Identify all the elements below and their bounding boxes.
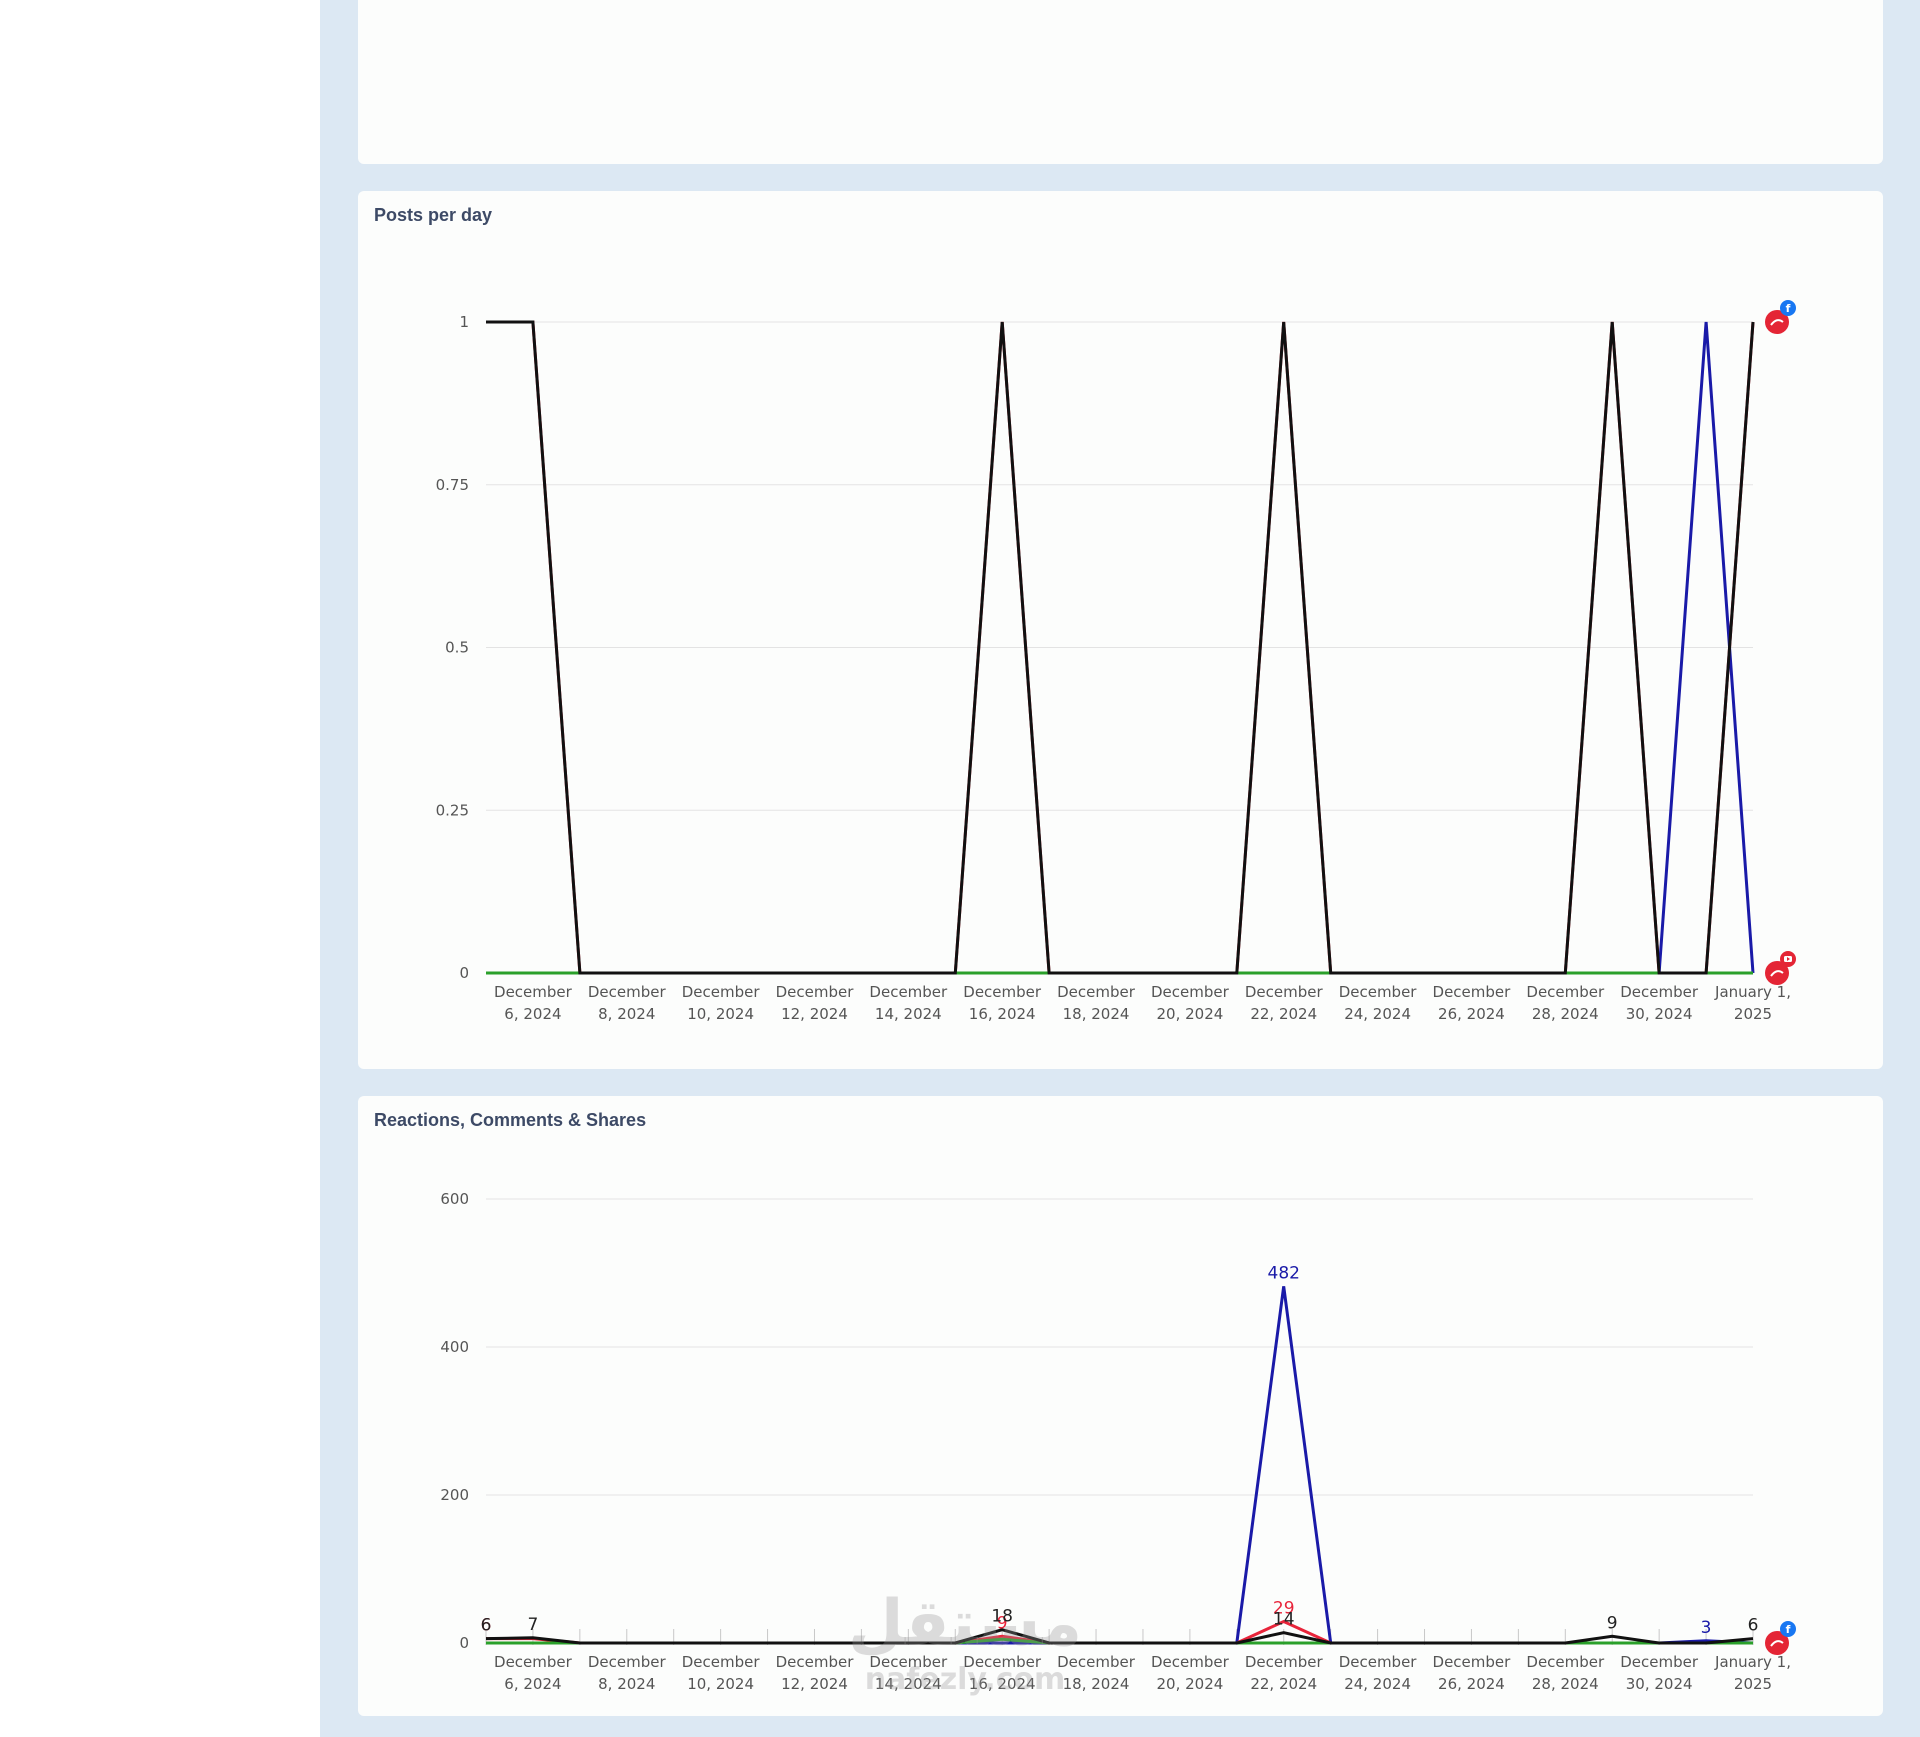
- y-tick-label: 600: [440, 1190, 469, 1208]
- x-tick-label: December 14, 2024: [869, 983, 948, 1023]
- x-tick-label: December 12, 2024: [776, 1653, 855, 1693]
- x-tick-label: December 8, 2024: [588, 1653, 667, 1693]
- data-label: 6: [481, 1616, 492, 1636]
- x-tick-label: December 20, 2024: [1151, 1653, 1230, 1693]
- series-line-1: [486, 1619, 1753, 1645]
- x-tick-label: January 1, 2025: [1714, 1653, 1791, 1693]
- y-tick-label: 0.5: [445, 639, 469, 657]
- posts-per-day-card: Posts per day 0 0.25 0.5 0.75 1 December 6, 20…: [358, 191, 1883, 1069]
- data-label: 482: [1268, 1263, 1300, 1283]
- x-tick-label: December 22, 2024: [1245, 1653, 1324, 1693]
- brand-logo-icon: [1765, 310, 1789, 334]
- sidebar-area: [0, 0, 320, 1737]
- x-tick-label: December 30, 2024: [1620, 983, 1699, 1023]
- x-tick-label: December 18, 2024: [1057, 1653, 1136, 1693]
- data-label: 14: [1273, 1610, 1295, 1630]
- data-label: 18: [991, 1607, 1013, 1627]
- x-tick-label: December 16, 2024: [963, 1653, 1042, 1693]
- data-label: 29: [1273, 1599, 1295, 1619]
- y-tick-label: 1: [459, 313, 469, 331]
- x-tick-label: December 14, 2024: [869, 1653, 948, 1693]
- x-tick-label: December 18, 2024: [1057, 983, 1136, 1023]
- x-tick-label: December 8, 2024: [588, 983, 667, 1023]
- y-tick-label: 0.25: [436, 801, 469, 819]
- x-tick-label: December 30, 2024: [1620, 1653, 1699, 1693]
- y-tick-label: 400: [440, 1338, 469, 1356]
- x-tick-label: December 22, 2024: [1245, 983, 1324, 1023]
- y-tick-label: 0: [459, 1634, 469, 1652]
- x-tick-label: December 12, 2024: [776, 983, 855, 1023]
- data-label: 6: [1748, 1616, 1759, 1636]
- reactions-card: Reactions, Comments & Shares 0 200 400 600 6…: [358, 1096, 1883, 1716]
- youtube-icon: [1780, 951, 1796, 967]
- svg-text:f: f: [1786, 302, 1791, 315]
- x-tick-label: December 26, 2024: [1433, 1653, 1512, 1693]
- x-tick-label: December 6, 2024: [494, 1653, 573, 1693]
- x-tick-label: December 28, 2024: [1526, 983, 1605, 1023]
- previous-chart-card: [358, 0, 1883, 164]
- series-line-3: [486, 320, 1755, 975]
- x-tick-label: December 16, 2024: [963, 983, 1042, 1023]
- y-tick-label: 200: [440, 1486, 469, 1504]
- x-tick-label: December 24, 2024: [1339, 1653, 1418, 1693]
- data-label: 3: [1701, 1618, 1712, 1638]
- data-label: 9: [1607, 1613, 1618, 1633]
- x-tick-label: December 24, 2024: [1339, 983, 1418, 1023]
- data-label: 9: [997, 1613, 1008, 1633]
- facebook-icon: f: [1780, 1621, 1796, 1637]
- x-tick-label: December 26, 2024: [1433, 983, 1512, 1023]
- x-tick-label: January 1, 2025: [1714, 983, 1791, 1023]
- svg-text:f: f: [1786, 1623, 1791, 1636]
- x-tick-label: December 20, 2024: [1151, 983, 1230, 1023]
- data-label: 7: [528, 1615, 539, 1635]
- posts-per-day-chart: 0 0.25 0.5 0.75 1 December 6, 2024 December 8, 2…: [436, 300, 1796, 1023]
- x-tick-label: December 28, 2024: [1526, 1653, 1605, 1693]
- brand-logo-icon: [1765, 961, 1789, 985]
- facebook-icon: f: [1780, 300, 1796, 316]
- y-tick-label: 0: [459, 964, 469, 982]
- y-tick-label: 0.75: [436, 476, 469, 494]
- x-tick-label: December 10, 2024: [682, 1653, 761, 1693]
- series-line-3: [485, 1628, 1754, 1645]
- data-label: 6: [481, 1616, 492, 1636]
- x-tick-label: December 10, 2024: [682, 983, 761, 1023]
- x-tick-label: December 6, 2024: [494, 983, 573, 1023]
- posts-chart-title: Posts per day: [374, 205, 493, 225]
- series-line-0: [486, 1286, 1754, 1645]
- brand-logo-icon: [1765, 1631, 1789, 1655]
- reactions-chart-title: Reactions, Comments & Shares: [374, 1110, 647, 1130]
